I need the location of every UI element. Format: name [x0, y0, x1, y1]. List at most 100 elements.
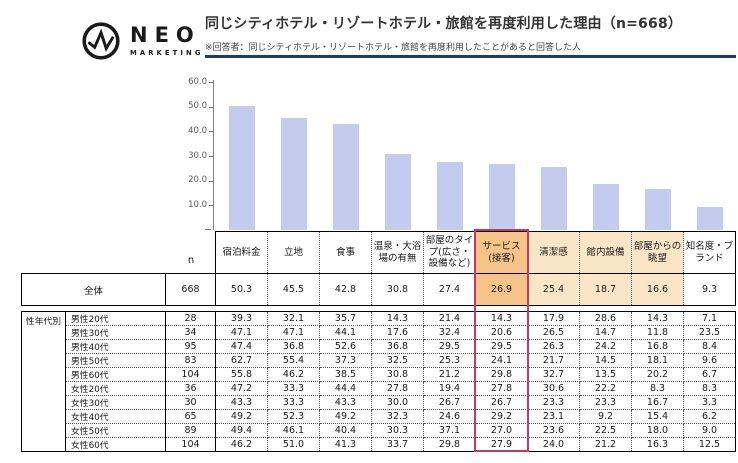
row-value: 33.3 [267, 381, 320, 396]
row-value: 11.8 [631, 325, 684, 340]
overall-n: 668 [165, 273, 216, 306]
row-value: 6.2 [683, 409, 736, 424]
row-n: 65 [165, 409, 216, 424]
row-value: 47.4 [215, 339, 268, 354]
overall-value: 27.4 [423, 273, 476, 306]
row-n: 104 [165, 437, 216, 452]
demographic-rows: 性年代別 男性20代 28 39.3 32.1 35.7 14.3 21.4 14.3 17.9 2… [21, 311, 736, 452]
row-value: 52.6 [319, 339, 372, 354]
row-value: 26.3 [527, 339, 580, 354]
row-label: 男性30代 [65, 325, 166, 340]
y-axis-tick [209, 156, 213, 157]
overall-value: 25.4 [527, 273, 580, 306]
row-value: 24.1 [475, 353, 528, 368]
column-header: 清潔感 [527, 231, 580, 274]
row-n: 83 [165, 353, 216, 368]
table-row: 男性60代 104 55.8 46.2 38.5 30.8 21.2 29.8 32.7 13.5… [22, 367, 736, 382]
row-value: 14.3 [475, 311, 528, 326]
row-value: 46.1 [267, 423, 320, 438]
overall-value: 26.9 [475, 273, 528, 306]
row-label: 男性50代 [65, 353, 166, 368]
row-value: 24.6 [423, 409, 476, 424]
y-axis-tick [209, 180, 213, 182]
row-value: 15.4 [631, 409, 684, 424]
row-value: 43.3 [215, 395, 268, 410]
row-value: 55.4 [267, 353, 320, 368]
row-value: 29.5 [423, 339, 476, 354]
row-value: 3.3 [683, 395, 736, 410]
y-axis-label: 30.0 [188, 150, 207, 161]
table-row: 男性30代 34 47.1 47.1 44.1 17.6 32.4 20.6 26.5 14.7 1… [22, 325, 736, 340]
row-label: 男性20代 [65, 311, 166, 326]
row-value: 21.2 [579, 437, 632, 452]
overall-value: 16.6 [631, 273, 684, 306]
row-value: 23.5 [683, 325, 736, 340]
row-label: 女性50代 [65, 423, 166, 438]
row-value: 36.8 [267, 339, 320, 354]
row-value: 33.3 [267, 395, 320, 410]
row-label: 女性60代 [65, 437, 166, 452]
row-value: 19.4 [423, 381, 476, 396]
row-label: 女性30代 [65, 395, 166, 410]
row-value: 32.4 [423, 325, 476, 340]
row-value: 36.8 [371, 339, 424, 354]
row-value: 49.2 [215, 409, 268, 424]
row-n: 34 [165, 325, 216, 340]
row-value: 51.0 [267, 437, 320, 452]
y-axis-tick [209, 82, 213, 83]
column-header: 温泉・大浴場の有無 [371, 231, 424, 274]
row-value: 24.0 [527, 437, 580, 452]
row-value: 47.1 [215, 325, 268, 340]
row-value: 32.3 [371, 409, 424, 424]
row-value: 27.8 [475, 381, 528, 396]
column-header: 部屋のタイプ(広さ・設備など) [423, 231, 476, 274]
row-value: 20.6 [475, 325, 528, 340]
row-value: 14.5 [579, 353, 632, 368]
row-n: 95 [165, 339, 216, 354]
column-header: 部屋からの眺望 [631, 231, 684, 274]
bar-知名度・ブランド [697, 207, 723, 230]
table-row: 女性20代 36 47.2 33.3 44.4 27.8 19.4 27.8 30.6 22.2 8… [22, 381, 736, 396]
row-value: 47.1 [267, 325, 320, 340]
bar-宿泊料金 [229, 105, 255, 230]
table-row: 女性50代 89 49.4 46.1 40.4 30.3 37.1 27.0 23.6 22.5 1… [22, 423, 736, 438]
column-header-row: 宿泊料金 立地 食事 温泉・大浴場の有無 部屋のタイプ(広さ・設備など) サービス(接客)… [215, 231, 736, 274]
row-value: 30.0 [371, 395, 424, 410]
row-value: 7.1 [683, 311, 736, 326]
row-value: 16.3 [631, 437, 684, 452]
table-row: 男性50代 83 62.7 55.4 37.3 32.5 25.3 24.1 21.7 14.5 1… [22, 353, 736, 368]
row-value: 29.8 [475, 367, 528, 382]
bar-立地 [281, 117, 307, 230]
row-value: 30.6 [527, 381, 580, 396]
row-value: 14.3 [631, 311, 684, 326]
column-header: サービス(接客) [475, 231, 528, 274]
table-row: 女性60代 104 46.2 51.0 41.3 33.7 29.8 27.9 24.0 21.2… [22, 437, 736, 452]
overall-value: 9.3 [683, 273, 736, 306]
row-value: 27.9 [475, 437, 528, 452]
page-subtitle: ※回答者：同じシティホテル・リゾートホテル・旅館を再度利用したことがあると回答し… [205, 43, 582, 53]
row-value: 44.4 [319, 381, 372, 396]
y-axis-tick [209, 106, 213, 108]
overall-value: 50.3 [215, 273, 268, 306]
row-value: 17.9 [527, 311, 580, 326]
row-value: 26.5 [527, 325, 580, 340]
logo-name: NEO [130, 23, 201, 47]
row-value: 18.1 [631, 353, 684, 368]
row-value: 30.3 [371, 423, 424, 438]
page-title: 同じシティホテル・リゾートホテル・旅館を再度利用した理由（n=668） [205, 16, 683, 32]
row-value: 39.3 [215, 311, 268, 326]
y-axis-line [213, 80, 214, 230]
row-value: 21.4 [423, 311, 476, 326]
row-value: 16.7 [631, 395, 684, 410]
row-value: 55.8 [215, 367, 268, 382]
row-value: 32.7 [527, 367, 580, 382]
row-value: 27.8 [371, 381, 424, 396]
row-n: 30 [165, 395, 216, 410]
overall-value: 18.7 [579, 273, 632, 306]
row-value: 20.2 [631, 367, 684, 382]
row-n: 28 [165, 311, 216, 326]
row-value: 33.7 [371, 437, 424, 452]
row-value: 29.5 [475, 339, 528, 354]
row-value: 47.2 [215, 381, 268, 396]
